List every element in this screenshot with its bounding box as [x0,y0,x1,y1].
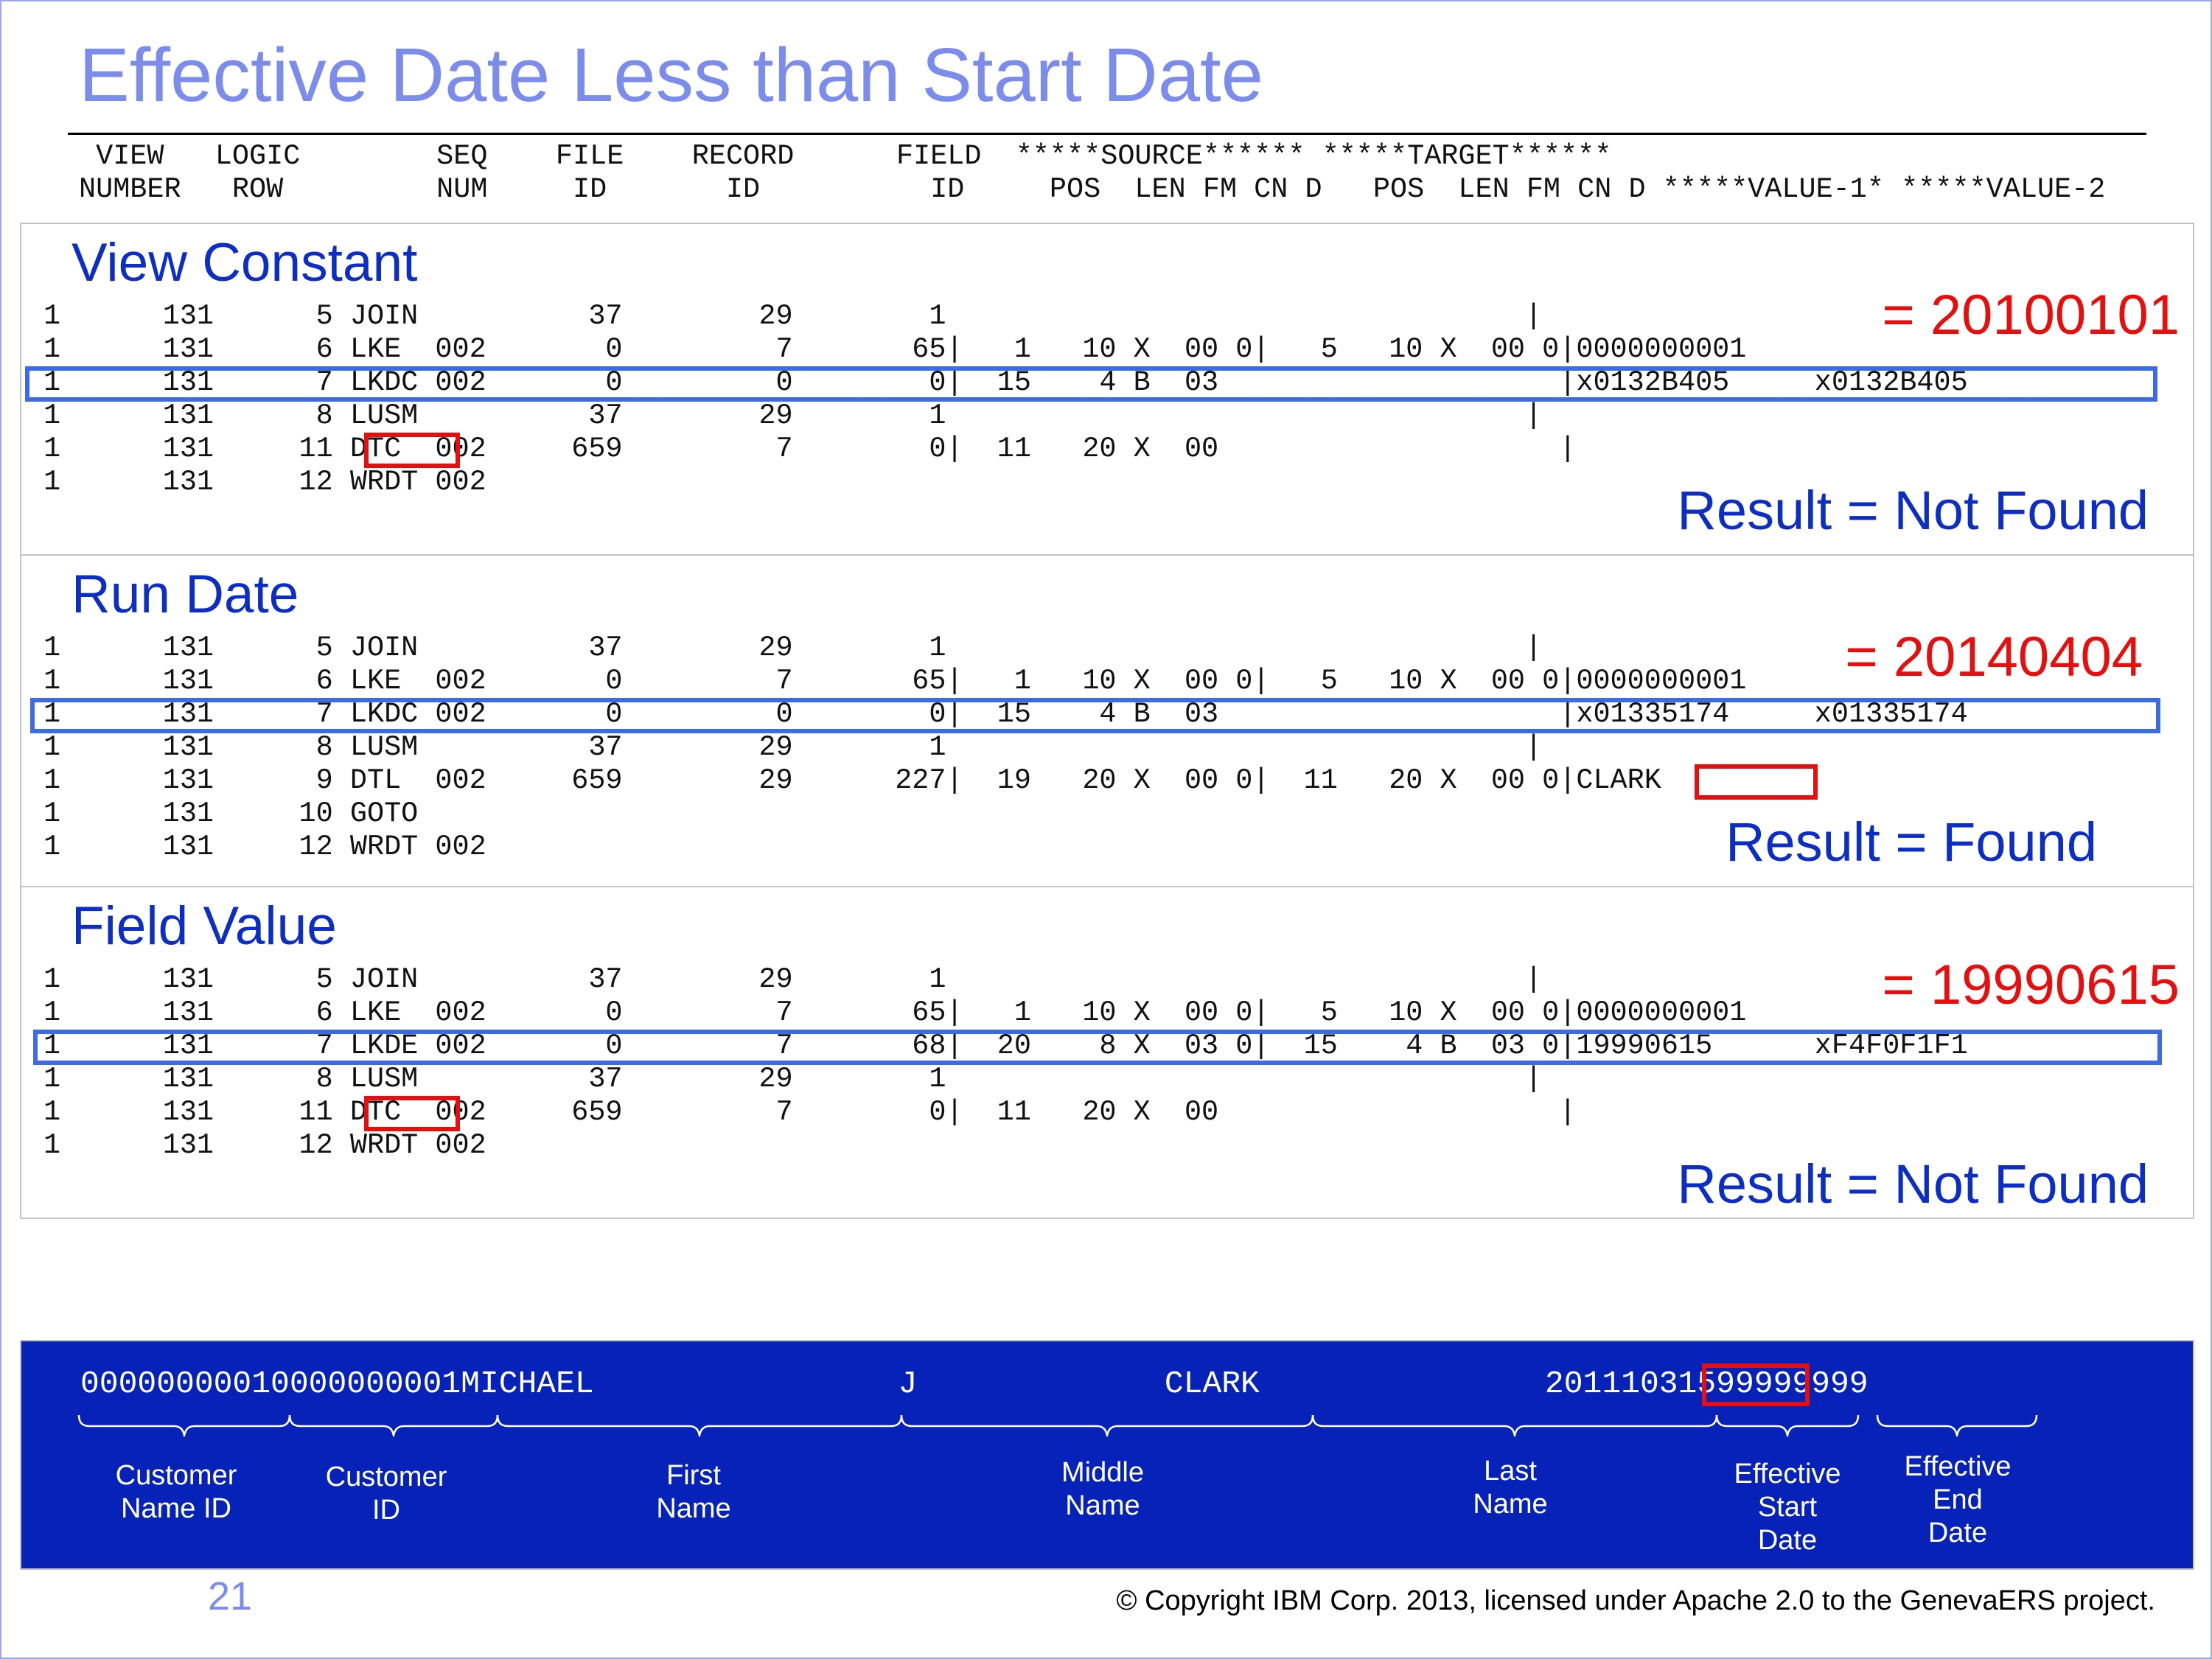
field-label-last-name: Last Name [1473,1456,1548,1520]
code-line: 1 131 12 WRDT 002 [43,831,486,863]
slide-title: Effective Date Less than Start Date [79,32,1263,117]
code-line: 1 131 10 GOTO [43,797,419,830]
column-header-line-1: VIEW LOGIC SEQ FILE RECORD FIELD *****SO… [79,140,1612,172]
code-line: 1 131 8 LUSM 37 29 1 | [43,731,1543,764]
column-header: VIEW LOGIC SEQ FILE RECORD FIELD *****SO… [79,140,2105,206]
code-line: 1 131 5 JOIN 37 29 1 | [43,300,1543,332]
result-text: Result = Found [1726,811,2097,873]
comparison-value: = 19990615 [1882,954,2180,1016]
field-label-first-name: First Name [656,1460,731,1524]
code-line: 1 131 8 LUSM 37 29 1 | [43,399,1543,432]
highlight-lookup-row [33,1030,2162,1065]
highlight-clark [1695,764,1818,800]
brace-middle-name [900,1414,1314,1437]
highlight-dtc [364,1096,460,1131]
panel-code: 1 131 5 JOIN 37 29 1 | 1 131 6 LKE 002 0 … [43,300,1968,499]
code-line: 1 131 5 JOIN 37 29 1 | [43,963,1543,996]
brace-effective-end-date [1876,1414,2038,1437]
record-string: 00000000010000000001MICHAEL J CLARK 2011… [80,1366,1869,1402]
code-line: 1 131 12 WRDT 002 [43,1129,486,1162]
panel-code: 1 131 5 JOIN 37 29 1 | 1 131 6 LKE 002 0 … [43,963,1968,1162]
brace-effective-start-date [1715,1414,1860,1437]
result-text: Result = Not Found [1677,1153,2149,1215]
panel-run-date: Run Date 1 131 5 JOIN 37 29 1 | 1 131 6 L… [20,554,2194,889]
panel-view-constant: View Constant 1 131 5 JOIN 37 29 1 | 1 13… [20,223,2194,557]
panel-code: 1 131 5 JOIN 37 29 1 | 1 131 6 LKE 002 0 … [43,632,1968,864]
copyright-notice: © Copyright IBM Corp. 2013, licensed und… [1116,1585,2155,1616]
code-line: 1 131 6 LKE 002 0 7 65| 1 10 X 00 0| 5 1… [43,333,1747,366]
code-line: 1 131 7 LKDC 002 0 0 0| 15 4 B 03 |x0133… [43,698,1968,730]
comparison-value: = 20100101 [1882,284,2180,346]
field-label-middle-name: Middle Name [1061,1457,1144,1521]
field-label-effective-end-date: Effective End Date [1904,1451,2012,1548]
panel-field-value: Field Value 1 131 5 JOIN 37 29 1 | 1 131 … [20,886,2194,1219]
field-label-customer-id: Customer ID [325,1461,447,1526]
title-rule [68,133,2146,135]
code-line: 1 131 6 LKE 002 0 7 65| 1 10 X 00 0| 5 1… [43,996,1747,1029]
brace-first-name [496,1414,903,1437]
code-line: 1 131 12 WRDT 002 [43,466,486,498]
code-line: 1 131 7 LKDC 002 0 0 0| 15 4 B 03 |x0132… [43,366,1968,399]
highlight-start-date [1702,1363,1810,1406]
code-line: 1 131 11 DTC 002 659 7 0| 11 20 X 00 | [43,433,1577,465]
brace-customer-id [288,1414,499,1437]
panel-title: Run Date [71,565,299,624]
code-line: 1 131 9 DTL 002 659 29 227| 19 20 X 00 0… [43,764,1661,797]
field-label-customer-name-id: Customer Name ID [115,1460,237,1524]
highlight-lookup-row [30,698,2160,733]
code-line: 1 131 8 LUSM 37 29 1 | [43,1063,1543,1095]
column-header-line-2: NUMBER ROW NUM ID ID ID POS LEN FM CN D … [79,173,2106,206]
code-line: 1 131 5 JOIN 37 29 1 | [43,632,1543,664]
result-text: Result = Not Found [1677,480,2149,541]
comparison-value: = 20140404 [1845,626,2143,688]
field-label-effective-start-date: Effective Start Date [1734,1459,1841,1556]
code-line: 1 131 6 LKE 002 0 7 65| 1 10 X 00 0| 5 1… [43,665,1747,697]
page-number: 21 [208,1574,253,1618]
brace-customer-name-id [77,1414,291,1437]
field-braces [77,1414,2038,1437]
code-line: 1 131 11 DTC 002 659 7 0| 11 20 X 00 | [43,1096,1577,1128]
code-line: 1 131 7 LKDE 002 0 7 68| 20 8 X 03 0| 15… [43,1030,1968,1062]
record-layout: 00000000010000000001MICHAEL J CLARK 2011… [20,1340,2194,1570]
highlight-dtc [364,433,460,468]
highlight-lookup-row [25,366,2157,402]
panel-title: Field Value [71,896,337,956]
panel-title: View Constant [71,233,418,293]
brace-last-name [1311,1414,1718,1437]
